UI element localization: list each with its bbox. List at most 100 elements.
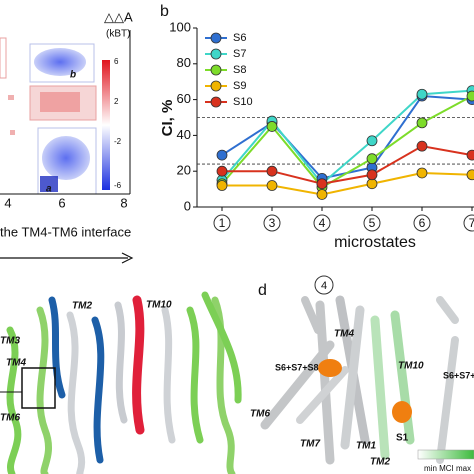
x-label: the TM4-TM6 interface: [0, 224, 131, 239]
point: [416, 140, 428, 152]
heatmap-blob: [34, 48, 86, 76]
x-tick-label: 8: [120, 195, 127, 210]
legend-label: S9: [233, 80, 246, 92]
point: [416, 167, 428, 179]
helix-label: TM3: [0, 336, 20, 347]
x-tick-circle: [463, 214, 474, 232]
legend-label: S8: [233, 64, 246, 76]
helix: [48, 296, 66, 399]
site-label: S6+S7+S8: [275, 362, 319, 372]
legend-marker: [210, 80, 222, 92]
x-tick-label: 7: [469, 216, 474, 230]
point: [466, 149, 474, 161]
helix: [36, 306, 53, 474]
point: [466, 90, 474, 102]
helix-label: TM10: [398, 361, 424, 372]
helix: [436, 296, 459, 464]
x-tick-circle: [263, 214, 281, 232]
helix: [161, 306, 176, 444]
x-tick-label: 6: [419, 216, 426, 230]
helix: [260, 340, 335, 430]
series-line: [222, 145, 473, 185]
helix: [186, 306, 204, 444]
point: [466, 169, 474, 181]
point: [366, 153, 378, 165]
heatmap-dot: [8, 95, 14, 100]
helix-label: TM2: [72, 301, 92, 312]
colorbar-label: 6: [114, 57, 119, 66]
heatmap-blob: [42, 136, 90, 180]
x-tick-circle: [363, 214, 381, 232]
site-label: S1: [396, 433, 409, 444]
x-tick-circle: [413, 214, 431, 232]
helix: [66, 311, 86, 474]
series-line: [221, 89, 473, 186]
point: [366, 135, 378, 147]
point: [316, 189, 328, 200]
y-tick-label: 80: [177, 55, 191, 70]
point: [366, 169, 378, 181]
region-box: [0, 37, 7, 79]
helix: [296, 366, 349, 424]
legend-label: S10: [233, 96, 253, 108]
x-tick-label: 4: [319, 216, 326, 230]
y-label: CI, %: [159, 100, 176, 137]
x-tick-label: 3: [269, 216, 276, 230]
helix-label: TM1: [356, 441, 376, 452]
x-tick-label: 4: [4, 195, 11, 210]
helix-label: TM7: [300, 439, 320, 450]
point: [266, 180, 278, 191]
legend-marker: [210, 96, 222, 108]
x-tick-label: 6: [58, 195, 65, 210]
site-blob: [392, 401, 412, 423]
helix: [6, 326, 22, 474]
x-tick-circle: [313, 214, 331, 232]
helix: [370, 315, 390, 460]
legend-label: S6: [233, 32, 246, 44]
region-label: a: [46, 184, 52, 195]
colorbar: [417, 449, 474, 460]
colorbar-label: min MCI: [424, 464, 454, 473]
series-line: [222, 171, 473, 196]
point: [366, 178, 378, 190]
highlight-box: [21, 367, 56, 409]
region-label: b: [70, 70, 76, 81]
x-label: microstates: [334, 234, 416, 251]
x-tick-circle: [213, 214, 231, 232]
site-label: S6+S7+: [443, 370, 474, 380]
series-line: [221, 95, 473, 189]
y-tick-label: 0: [184, 198, 191, 213]
y-tick-label: 20: [177, 163, 191, 178]
colorbar-label: 2: [114, 97, 119, 106]
panel-label: b: [160, 3, 169, 20]
panel-c: [0, 291, 242, 474]
point: [216, 180, 228, 191]
legend-marker: [210, 32, 222, 44]
helix: [340, 305, 365, 450]
site-blob: [318, 359, 342, 377]
x-tick-label: 5: [369, 216, 376, 230]
helix: [301, 296, 322, 334]
colorbar-title: △△A: [104, 9, 133, 24]
helix: [91, 316, 105, 464]
point: [216, 165, 228, 177]
point: [416, 117, 428, 129]
point: [266, 121, 278, 132]
x-tick-label: 1: [219, 216, 226, 230]
y-tick-label: 40: [177, 127, 191, 142]
y-tick-label: 100: [169, 19, 191, 34]
point: [316, 178, 328, 190]
helix-label: TM10: [146, 300, 172, 311]
panel-label: d: [258, 282, 267, 299]
legend-marker: [210, 48, 222, 60]
colorbar-label: -2: [114, 137, 122, 146]
colorbar: [102, 60, 110, 190]
heatmap-blob: [40, 176, 58, 192]
panel-a: △△A (kBT) 6 2 -2 -6 4 6 8 the TM4-TM6 in…: [0, 9, 134, 264]
helix-label: TM6: [0, 413, 20, 424]
point: [266, 165, 278, 177]
colorbar-unit: (kBT): [106, 29, 130, 40]
colorbar-label: max MC: [456, 464, 474, 473]
helix: [201, 291, 242, 404]
